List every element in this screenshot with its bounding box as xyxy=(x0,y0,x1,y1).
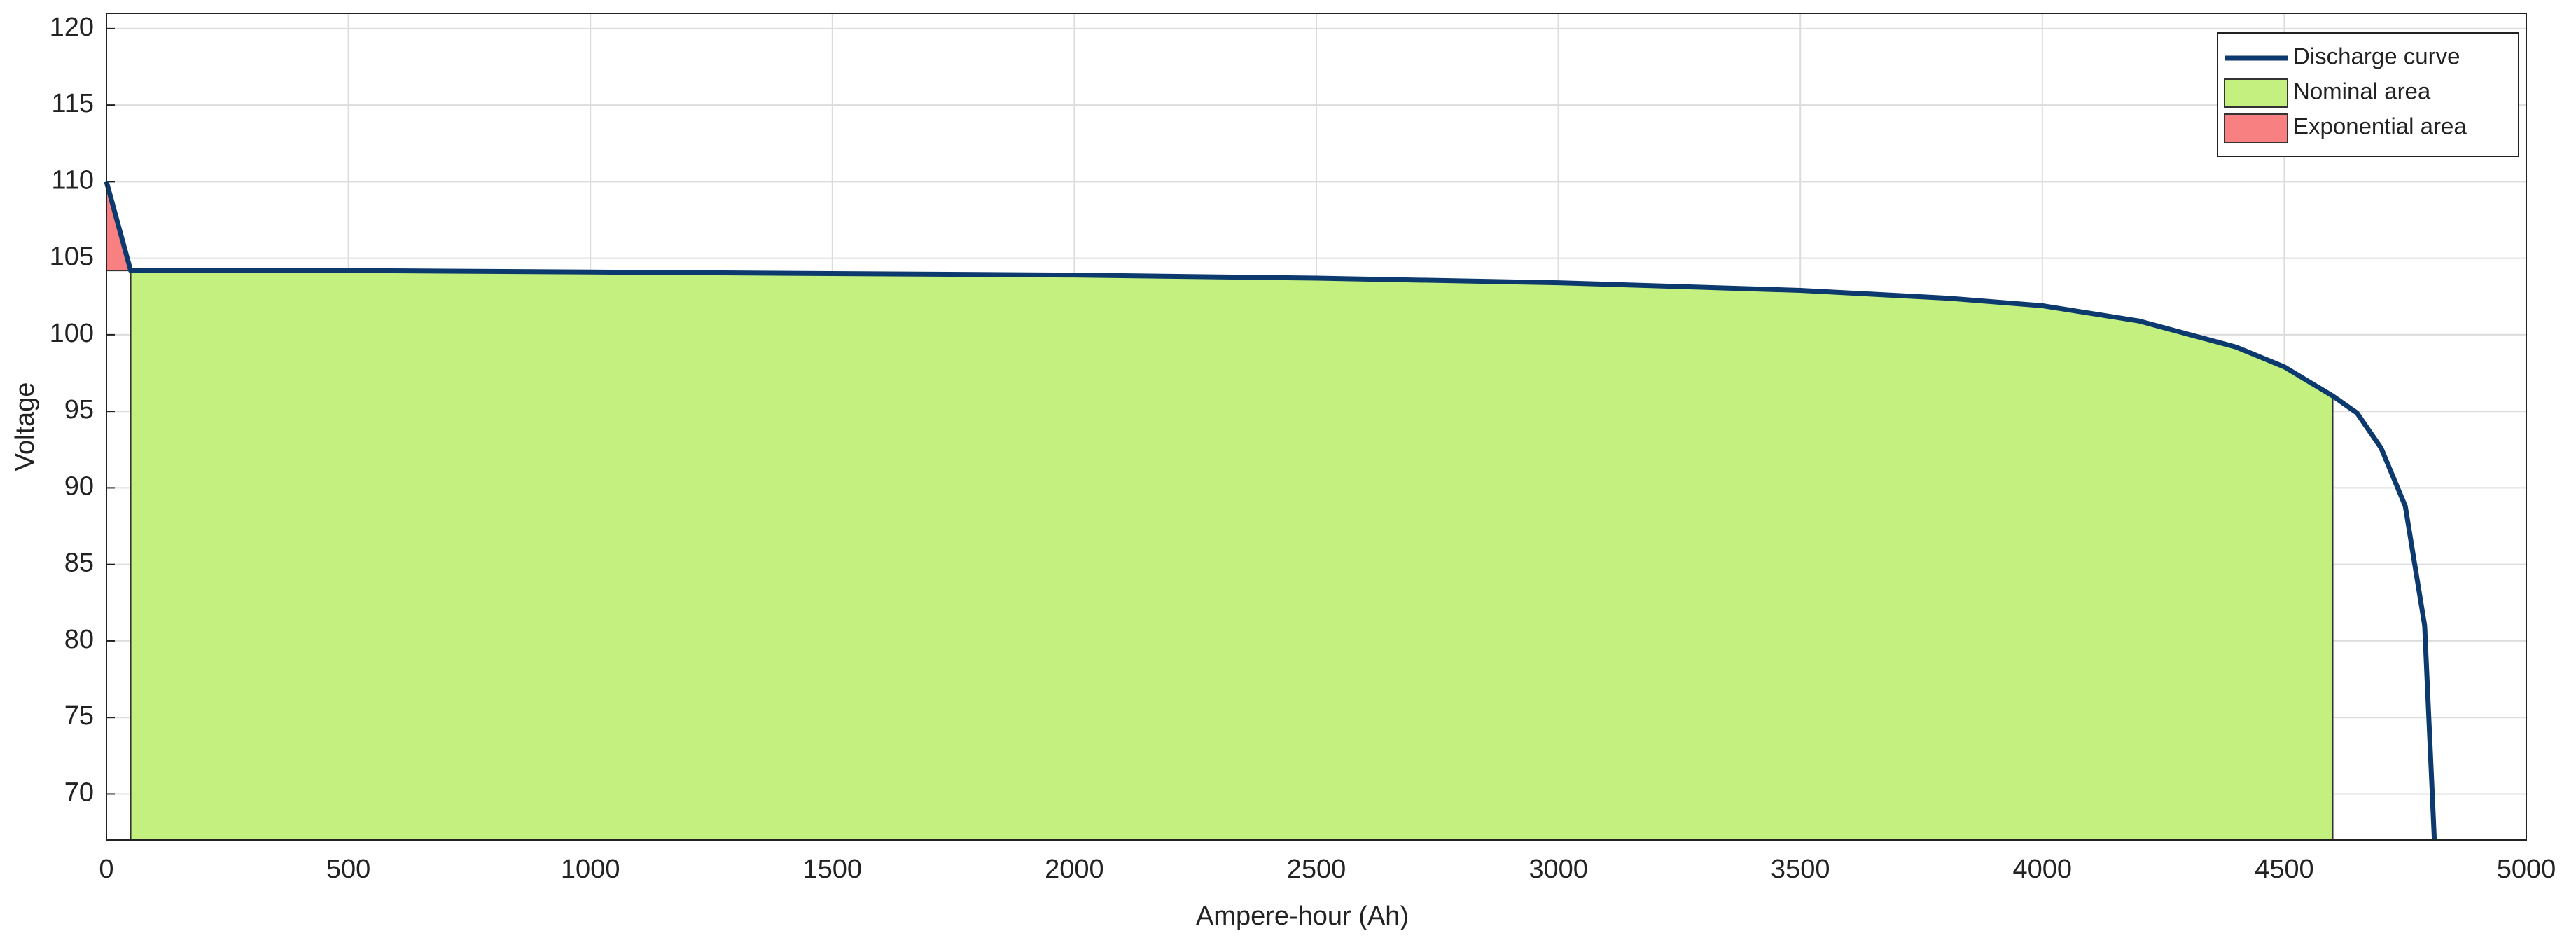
y-tick-label: 100 xyxy=(50,319,94,348)
x-tick-label: 3000 xyxy=(1529,855,1588,884)
y-axis-label: Voltage xyxy=(11,382,40,471)
x-tick-label: 0 xyxy=(99,855,113,884)
x-tick-label: 5000 xyxy=(2497,855,2556,884)
y-tick-label: 105 xyxy=(50,242,94,272)
x-tick-label: 2000 xyxy=(1045,855,1104,884)
legend-label: Exponential area xyxy=(2293,113,2467,139)
y-tick-label: 115 xyxy=(51,89,94,118)
y-tick-label: 95 xyxy=(64,395,94,425)
x-tick-label: 3500 xyxy=(1771,855,1830,884)
area xyxy=(130,270,2334,841)
line xyxy=(104,181,2437,841)
legend-label: Nominal area xyxy=(2293,78,2431,104)
y-tick-label: 110 xyxy=(51,165,94,195)
legend: Discharge curve Nominal area Exponential a… xyxy=(2217,32,2519,157)
legend-swatch xyxy=(2224,78,2288,108)
y-tick-label: 75 xyxy=(64,701,94,731)
y-tick-label: 90 xyxy=(64,471,94,501)
legend-label: Discharge curve xyxy=(2293,43,2460,69)
x-tick-label: 500 xyxy=(326,855,370,884)
plot-frame xyxy=(106,13,2527,841)
x-tick-label: 4500 xyxy=(2255,855,2314,884)
y-tick-label: 80 xyxy=(64,625,94,654)
y-tick-label: 85 xyxy=(64,549,94,578)
y-tick-label: 70 xyxy=(64,778,94,807)
x-tick-label: 4000 xyxy=(2013,855,2073,884)
x-tick-label: 2500 xyxy=(1287,855,1346,884)
x-tick-label: 1500 xyxy=(803,855,863,884)
x-axis-label: Ampere-hour (Ah) xyxy=(1196,902,1409,931)
x-tick-label: 1000 xyxy=(561,855,620,884)
y-tick-label: 120 xyxy=(50,13,94,42)
legend-swatch xyxy=(2224,113,2288,143)
